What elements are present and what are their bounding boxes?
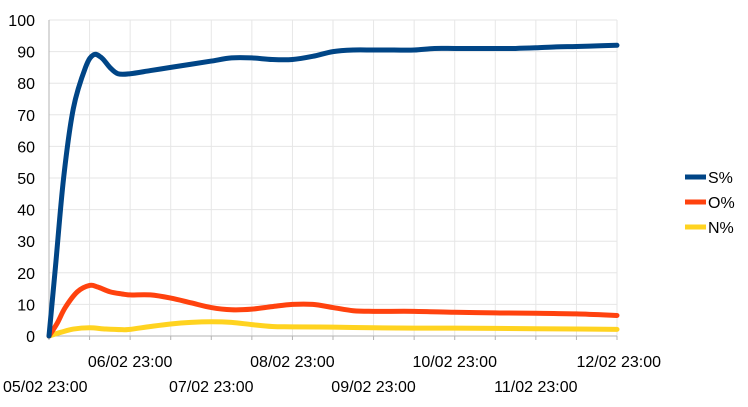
y-tick-label: 40	[17, 203, 35, 220]
y-tick-label: 90	[17, 45, 35, 62]
x-tick-label: 10/02 23:00	[412, 354, 497, 371]
legend-label: S%	[708, 170, 733, 187]
x-tick-label: 09/02 23:00	[331, 379, 416, 396]
y-tick-label: 100	[8, 13, 35, 30]
series-lines	[46, 42, 620, 339]
legend-label: N%	[708, 220, 734, 237]
x-tick-label: 06/02 23:00	[88, 354, 173, 371]
y-tick-label: 50	[17, 171, 35, 188]
x-tick-label: 05/02 23:00	[3, 379, 88, 396]
series-line-o-pct	[46, 282, 620, 339]
y-tick-label: 80	[17, 76, 35, 93]
x-tick-label: 07/02 23:00	[169, 379, 254, 396]
series-line-s-pct	[46, 42, 620, 339]
y-tick-label: 70	[17, 108, 35, 125]
y-tick-label: 60	[17, 139, 35, 156]
legend: S% O% N%	[685, 170, 735, 237]
y-tick-label: 10	[17, 297, 35, 314]
legend-label: O%	[708, 195, 735, 212]
series-line-n-pct	[46, 319, 620, 339]
x-tick-label: 11/02 23:00	[494, 379, 577, 396]
y-tick-label: 30	[17, 234, 35, 251]
x-tick-label: 08/02 23:00	[250, 354, 335, 371]
y-tick-label: 20	[17, 266, 35, 283]
x-tick-label: 12/02 23:00	[576, 354, 661, 371]
y-tick-label: 0	[26, 329, 35, 346]
gridlines	[49, 19, 618, 337]
